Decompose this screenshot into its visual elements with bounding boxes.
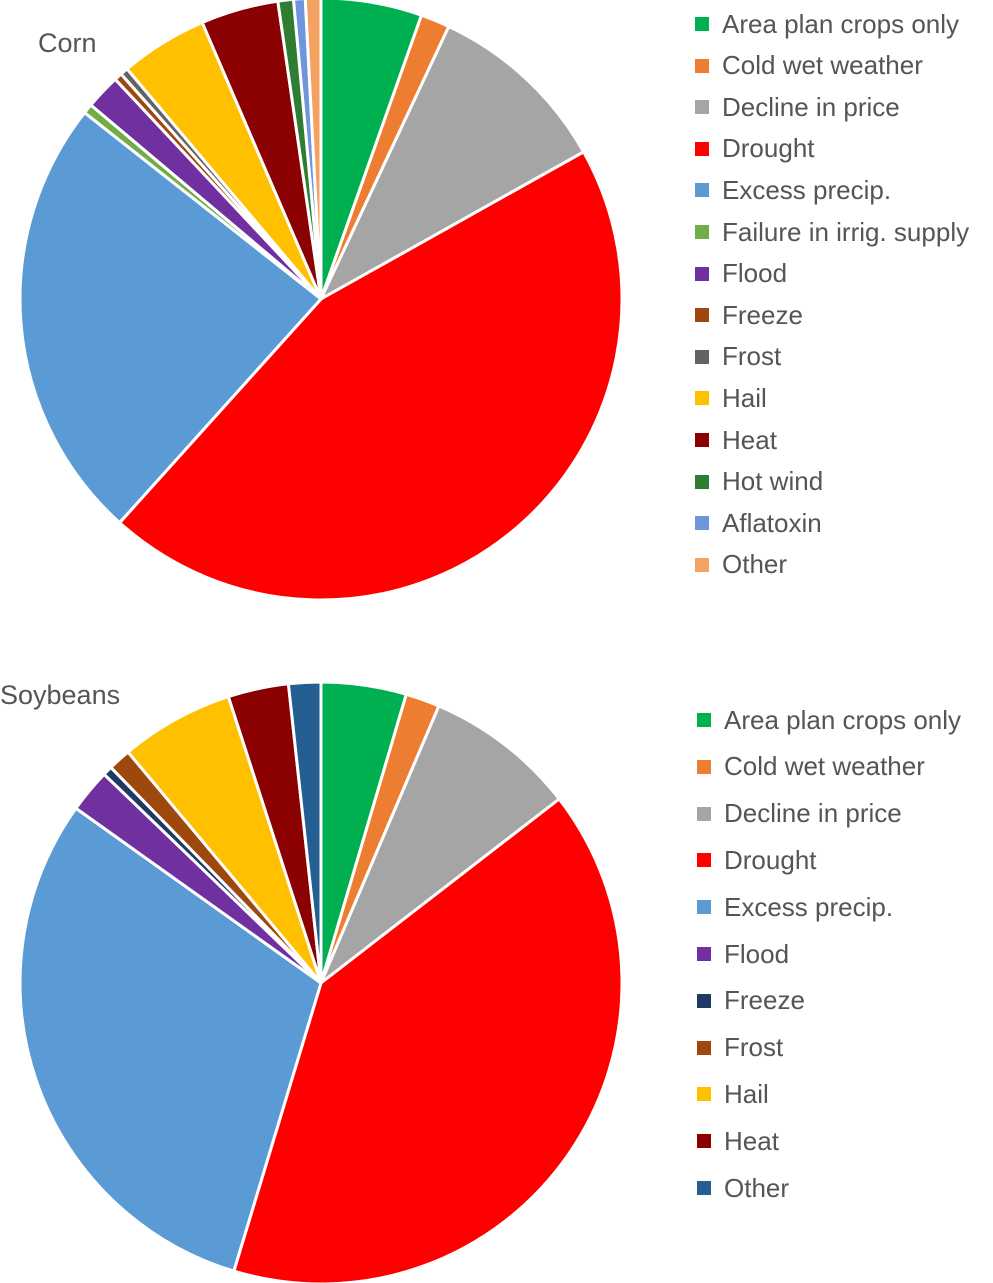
soybeans-legend-label: Frost — [724, 1032, 784, 1063]
soybeans-legend-label: Cold wet weather — [724, 751, 925, 782]
soybeans-legend-label: Decline in price — [724, 798, 902, 829]
soybeans-legend-label: Drought — [724, 844, 817, 875]
corn-chart-title: Corn — [38, 28, 97, 58]
soybeans-legend-label: Hail — [724, 1078, 769, 1109]
corn-legend-swatch — [695, 391, 709, 406]
corn-legend-swatch — [695, 557, 709, 572]
soybeans-chart-title: Soybeans — [0, 680, 121, 710]
soybeans-slice-decline-in-price — [319, 704, 561, 985]
corn-legend-label: Hot wind — [722, 466, 824, 497]
corn-legend-item-excess-precip: Excess precip. — [695, 175, 891, 205]
soybeans-legend-item-excess-precip: Excess precip. — [697, 892, 893, 922]
corn-legend-swatch — [695, 349, 709, 364]
soybeans-slice-other — [286, 680, 323, 985]
corn-legend-swatch — [695, 58, 709, 73]
soybeans-legend-item-hail: Hail — [697, 1079, 769, 1109]
corn-legend-label: Area plan crops only — [722, 8, 960, 39]
soybeans-legend-label: Other — [724, 1172, 790, 1203]
soybeans-legend-swatch — [697, 947, 711, 961]
soybeans-legend-swatch — [697, 1181, 711, 1195]
corn-legend-item-hot-wind: Hot wind — [695, 466, 824, 497]
corn-legend-label: Flood — [722, 258, 788, 289]
corn-slice-decline-in-price — [319, 24, 586, 301]
corn-legend-swatch — [695, 308, 709, 323]
corn-legend-item-aflatoxin: Aflatoxin — [695, 508, 822, 538]
corn-slice-drought — [118, 150, 624, 602]
corn-legend-item-heat: Heat — [695, 425, 777, 455]
corn-legend-label: Failure in irrig. supply — [722, 216, 970, 247]
corn-slice-other — [303, 0, 323, 301]
soybeans-legend-swatch — [697, 1040, 711, 1055]
corn-slice-hot-wind — [276, 0, 323, 301]
corn-slice-excess-precip — [18, 111, 323, 525]
corn-legend-swatch — [695, 183, 709, 198]
soybeans-legend-swatch — [697, 806, 711, 821]
corn-legend-swatch — [695, 225, 709, 239]
corn-legend-swatch — [695, 17, 709, 31]
soybeans-legend-swatch — [697, 1134, 711, 1149]
corn-pie — [18, 0, 624, 602]
soybeans-legend-swatch — [697, 1087, 711, 1102]
soybeans-legend-item-heat: Heat — [697, 1126, 779, 1156]
corn-legend-swatch — [695, 474, 709, 489]
corn-legend-label: Drought — [722, 133, 815, 164]
corn-legend-label: Frost — [722, 341, 782, 372]
corn-legend-label: Decline in price — [722, 91, 900, 122]
soybeans-legend-label: Excess precip. — [724, 891, 894, 922]
corn-legend-item-flood: Flood — [695, 258, 788, 289]
soybeans-legend-label: Heat — [724, 1125, 779, 1156]
corn-legend-label: Freeze — [722, 299, 803, 330]
corn-legend-label: Excess precip. — [722, 174, 892, 205]
corn-legend-label: Other — [722, 549, 788, 580]
corn-legend-item-hail: Hail — [695, 383, 767, 413]
corn-legend-label: Cold wet weather — [722, 50, 923, 81]
soybeans-legend-swatch — [697, 713, 711, 727]
corn-legend-label: Hail — [722, 382, 767, 413]
corn-legend-swatch — [695, 141, 709, 156]
corn-legend-item-drought: Drought — [695, 133, 815, 164]
corn-legend-swatch — [695, 100, 709, 115]
corn-legend-item-freeze: Freeze — [695, 300, 803, 330]
corn-legend-item-frost: Frost — [695, 341, 782, 372]
soybeans-legend-item-flood: Flood — [697, 939, 789, 969]
soybeans-legend-swatch — [697, 993, 711, 1008]
corn-legend-swatch — [695, 266, 709, 281]
soybeans-legend-item-freeze: Freeze — [697, 985, 805, 1016]
soybeans-pie — [18, 680, 624, 1283]
corn-legend-item-failure-in-irrig-supply: Failure in irrig. supply — [695, 217, 969, 247]
soybeans-legend-item-decline-in-price: Decline in price — [697, 798, 902, 829]
corn-legend-swatch — [695, 516, 709, 531]
soybeans-legend-swatch — [697, 900, 711, 915]
soybeans-legend-item-cold-wet-weather: Cold wet weather — [697, 751, 925, 782]
soybeans-legend-item-area-plan-crops-only: Area plan crops only — [697, 705, 961, 735]
soybeans-slice-excess-precip — [18, 806, 323, 1273]
soybeans-legend-label: Area plan crops only — [724, 704, 962, 735]
soybeans-legend-item-frost: Frost — [697, 1032, 784, 1063]
corn-legend-label: Aflatoxin — [722, 507, 822, 538]
corn-slice-aflatoxin — [292, 0, 323, 301]
corn-legend-item-cold-wet-weather: Cold wet weather — [695, 50, 923, 81]
corn-legend-label: Heat — [722, 424, 777, 455]
soybeans-legend-label: Flood — [724, 938, 790, 969]
soybeans-slice-drought — [232, 797, 624, 1283]
corn-legend-item-other: Other — [695, 549, 788, 580]
corn-legend-swatch — [695, 433, 709, 447]
soybeans-legend-item-drought: Drought — [697, 845, 817, 875]
soybeans-legend-swatch — [697, 759, 711, 774]
corn-legend-item-area-plan-crops-only: Area plan crops only — [695, 9, 959, 39]
corn-legend-item-decline-in-price: Decline in price — [695, 92, 900, 122]
soybeans-legend-label: Freeze — [724, 985, 805, 1016]
soybeans-legend-item-other: Other — [697, 1173, 789, 1203]
soybeans-legend-swatch — [697, 853, 711, 868]
